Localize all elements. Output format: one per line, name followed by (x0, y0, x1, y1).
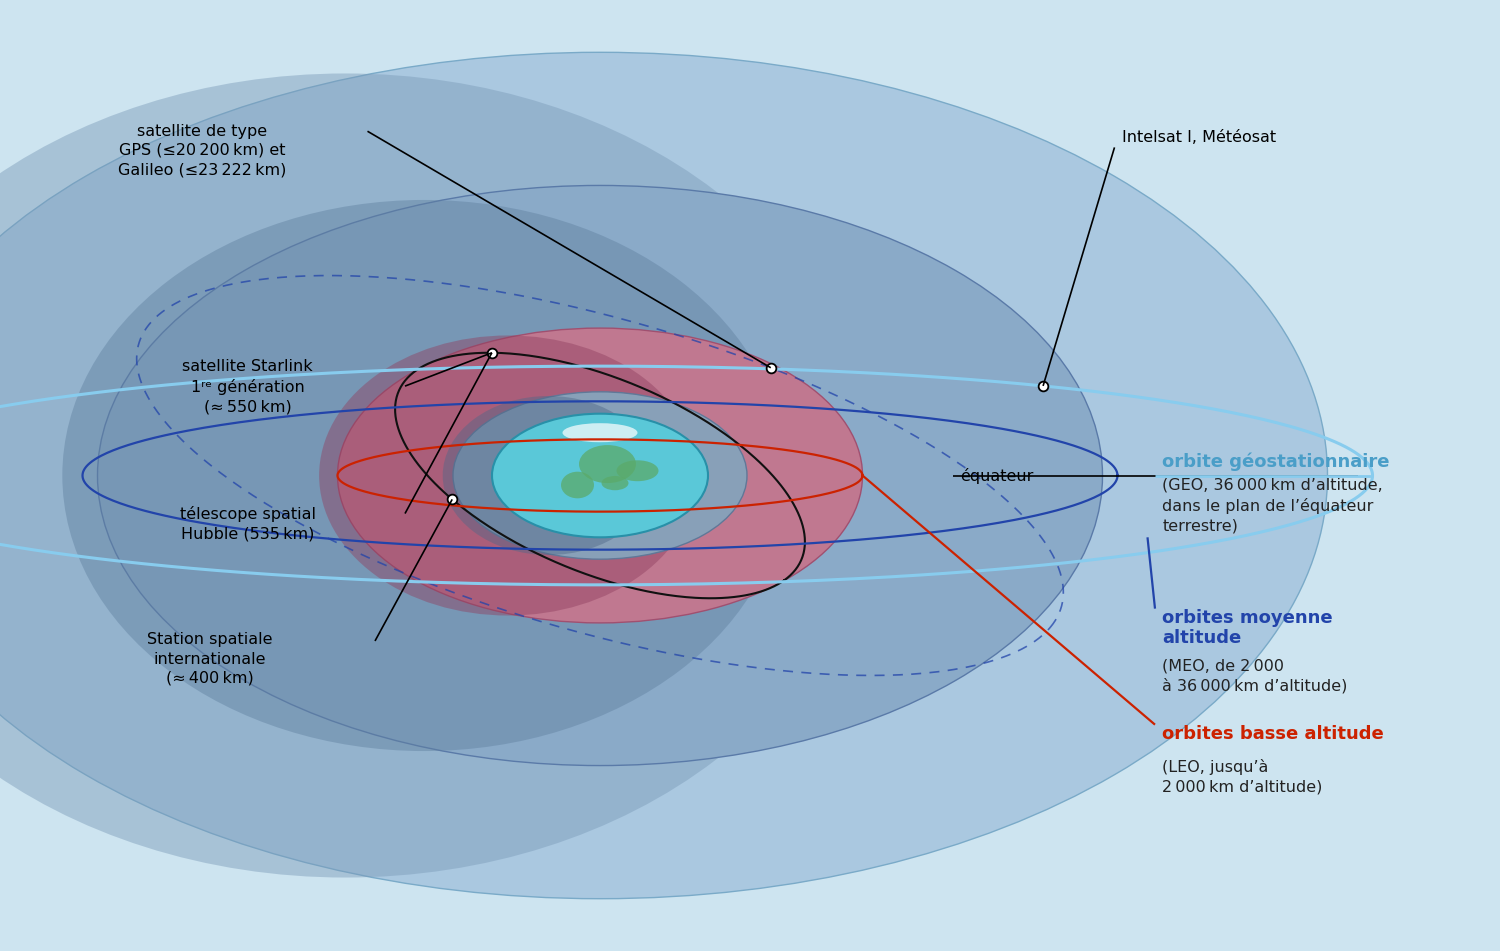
Ellipse shape (63, 200, 786, 751)
Ellipse shape (320, 336, 698, 615)
Text: satellite de type
GPS (≤20 200 km) et
Galileo (≤23 222 km): satellite de type GPS (≤20 200 km) et Ga… (118, 124, 286, 177)
Text: satellite Starlink
1ʳᵉ génération
(≈ 550 km): satellite Starlink 1ʳᵉ génération (≈ 550… (182, 359, 314, 415)
Text: (MEO, de 2 000
à 36 000 km d’altitude): (MEO, de 2 000 à 36 000 km d’altitude) (1162, 658, 1348, 693)
Text: Intelsat I, Météosat: Intelsat I, Météosat (1122, 130, 1276, 146)
Ellipse shape (98, 185, 1102, 766)
Ellipse shape (579, 445, 636, 483)
Ellipse shape (442, 396, 654, 555)
Text: orbite géostationnaire: orbite géostationnaire (1162, 453, 1390, 471)
Text: orbites moyenne
altitude: orbites moyenne altitude (1162, 609, 1334, 648)
Ellipse shape (0, 52, 1328, 899)
Ellipse shape (0, 73, 868, 878)
Ellipse shape (492, 414, 708, 537)
Ellipse shape (338, 328, 862, 623)
Text: équateur: équateur (960, 468, 1034, 483)
Ellipse shape (562, 423, 638, 442)
Text: (LEO, jusqu’à
2 000 km d’altitude): (LEO, jusqu’à 2 000 km d’altitude) (1162, 759, 1323, 795)
Ellipse shape (602, 476, 628, 491)
Text: (GEO, 36 000 km d’altitude,
dans le plan de l’équateur
terrestre): (GEO, 36 000 km d’altitude, dans le plan… (1162, 477, 1383, 534)
Text: Station spatiale
internationale
(≈ 400 km): Station spatiale internationale (≈ 400 k… (147, 632, 273, 686)
Text: télescope spatial
Hubble (535 km): télescope spatial Hubble (535 km) (180, 506, 315, 541)
Ellipse shape (561, 472, 594, 498)
Text: orbites basse altitude: orbites basse altitude (1162, 725, 1384, 743)
Ellipse shape (453, 392, 747, 559)
Ellipse shape (616, 460, 658, 481)
